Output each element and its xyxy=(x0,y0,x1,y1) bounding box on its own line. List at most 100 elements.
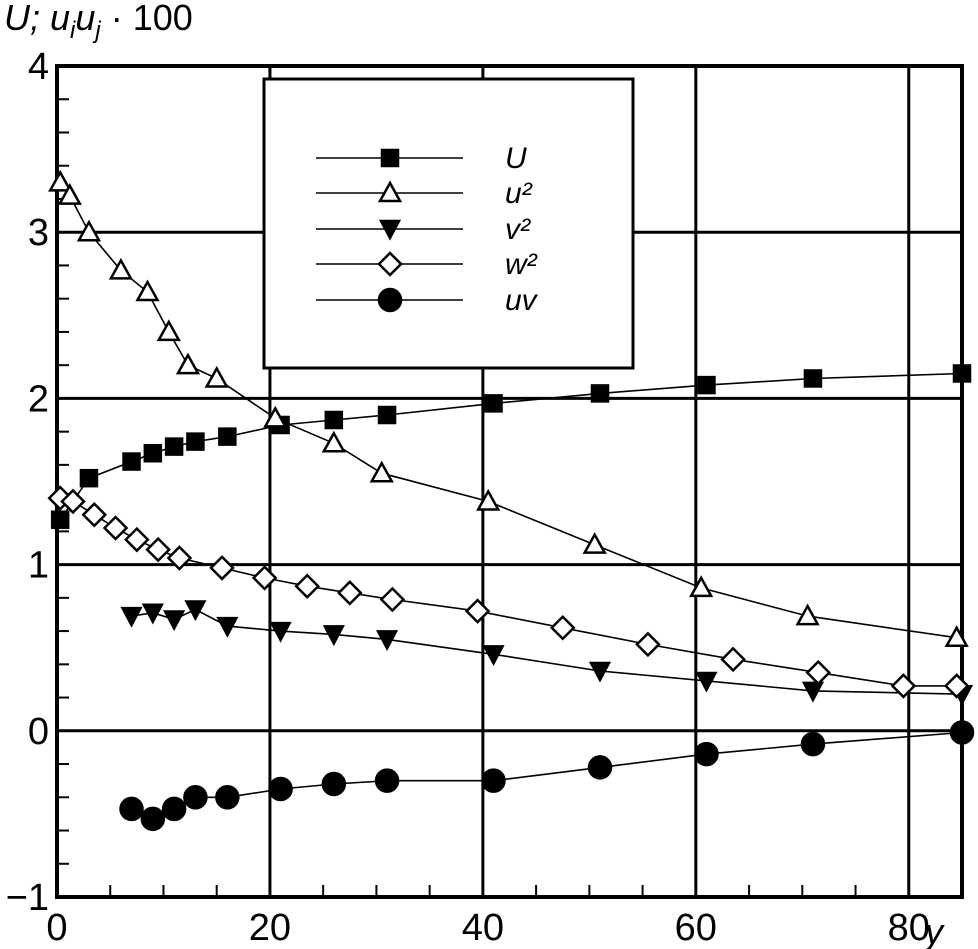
legend-marker-v2 xyxy=(378,219,402,241)
data-point-w2 xyxy=(102,515,129,541)
data-point-uv xyxy=(268,776,293,802)
data-point-uv xyxy=(374,768,400,793)
data-point-u2 xyxy=(944,625,969,647)
plot-frame xyxy=(55,64,964,899)
data-point-v2 xyxy=(375,630,399,652)
x-tick-label: 60 xyxy=(675,907,717,949)
legend-label-v2: v² xyxy=(505,213,531,246)
data-point-uv xyxy=(215,785,240,810)
x-tick-label: 20 xyxy=(249,907,291,949)
series-line-uv xyxy=(131,731,963,820)
data-point-w2 xyxy=(635,631,661,658)
series-line-v2 xyxy=(131,608,963,695)
data-point-u2 xyxy=(156,319,181,342)
legend-label-uv: uv xyxy=(505,284,539,317)
data-point-u xyxy=(697,375,716,395)
y-tick-label: 2 xyxy=(28,378,49,420)
data-point-v2 xyxy=(322,625,345,647)
data-point-u xyxy=(324,410,344,430)
y-tick-label: 4 xyxy=(28,46,49,88)
data-point-v2 xyxy=(801,681,825,703)
data-point-v2 xyxy=(482,645,505,667)
data-point-v2 xyxy=(216,616,239,638)
data-point-w2 xyxy=(294,573,320,599)
data-point-u2 xyxy=(369,460,394,483)
data-point-u xyxy=(484,394,503,413)
data-point-u xyxy=(143,443,163,463)
data-point-u xyxy=(377,405,397,425)
data-point-w2 xyxy=(720,646,746,673)
data-point-v2 xyxy=(120,606,143,628)
data-point-w2 xyxy=(166,545,193,571)
legend-marker-u xyxy=(380,148,400,168)
series-line-u2 xyxy=(59,181,957,639)
data-point-u2 xyxy=(795,603,820,626)
data-point-w2 xyxy=(890,673,917,699)
data-point-u xyxy=(164,437,184,456)
data-point-uv xyxy=(321,771,347,797)
data-point-u xyxy=(50,510,70,529)
data-point-uv xyxy=(949,720,975,745)
data-point-u xyxy=(590,384,610,403)
y-axis-title: U; uiuj · 100 xyxy=(4,0,193,44)
data-point-uv xyxy=(161,796,187,822)
data-point-u2 xyxy=(582,532,607,554)
data-point-u2 xyxy=(57,183,82,205)
data-point-v2 xyxy=(269,621,292,643)
y-tick-label: −1 xyxy=(6,877,49,919)
data-point-u2 xyxy=(175,352,201,375)
data-point-w2 xyxy=(379,586,406,613)
y-tick-label: 3 xyxy=(28,212,49,254)
data-point-uv xyxy=(183,785,208,810)
data-point-w2 xyxy=(805,659,832,686)
data-point-w2 xyxy=(124,526,150,553)
legend-marker-uv xyxy=(377,287,403,313)
data-point-w2 xyxy=(943,673,970,699)
data-point-uv xyxy=(800,731,826,757)
data-point-w2 xyxy=(145,536,171,563)
data-point-w2 xyxy=(209,555,235,581)
data-point-u2 xyxy=(321,430,346,453)
data-point-u xyxy=(122,452,141,471)
y-tick-label: 1 xyxy=(28,545,49,587)
data-point-uv xyxy=(119,796,144,822)
x-tick-label: 40 xyxy=(462,907,504,949)
data-point-u2 xyxy=(476,488,501,511)
data-point-u xyxy=(79,468,99,488)
data-point-w2 xyxy=(60,488,86,515)
legend-box xyxy=(262,77,635,370)
legend-marker-u2 xyxy=(377,180,403,203)
data-point-u xyxy=(803,369,823,388)
data-point-w2 xyxy=(464,598,491,624)
x-tick-label: 80 xyxy=(888,907,930,949)
legend-label-u2: u² xyxy=(505,177,533,210)
data-point-u xyxy=(218,427,237,446)
y-tick-label: 0 xyxy=(28,711,49,753)
data-point-u2 xyxy=(689,575,714,598)
data-point-v2 xyxy=(141,603,164,625)
data-point-v2 xyxy=(184,600,207,622)
data-point-u2 xyxy=(48,169,73,192)
data-point-u2 xyxy=(76,219,102,242)
data-point-w2 xyxy=(251,565,278,591)
x-tick-label: 0 xyxy=(46,907,67,949)
data-point-u xyxy=(952,364,972,383)
data-point-u2 xyxy=(204,365,229,388)
data-point-uv xyxy=(140,806,166,832)
data-point-w2 xyxy=(337,580,363,606)
data-point-w2 xyxy=(81,501,108,528)
data-point-u2 xyxy=(135,279,160,302)
data-point-uv xyxy=(481,768,506,793)
data-point-u xyxy=(186,432,205,451)
data-point-v2 xyxy=(163,610,186,632)
data-point-v2 xyxy=(588,661,612,683)
legend-label-u: U xyxy=(505,142,527,175)
legend-label-w2: w² xyxy=(505,248,538,281)
series-line-w2 xyxy=(60,497,957,687)
data-point-u2 xyxy=(263,405,288,428)
data-point-uv xyxy=(694,741,719,767)
data-point-u2 xyxy=(108,257,134,280)
legend-marker-w2 xyxy=(377,251,403,277)
